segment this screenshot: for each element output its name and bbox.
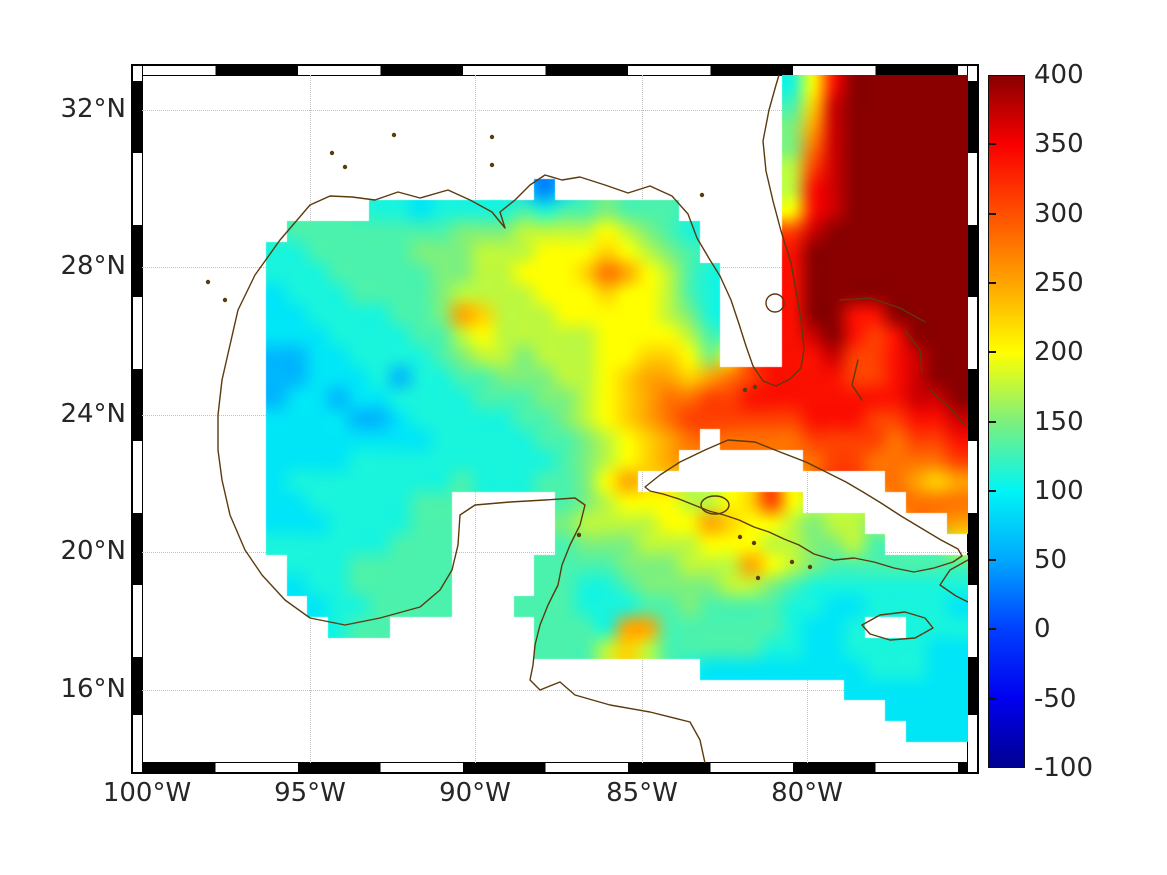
lat-tick-label: 32°N — [60, 94, 126, 124]
colorbar-tick-mark — [988, 559, 996, 562]
map-plot-area — [142, 75, 968, 763]
island-speck — [789, 559, 795, 565]
heatmap-canvas — [142, 75, 968, 763]
colorbar-tick-mark — [988, 281, 996, 284]
island-speck — [576, 532, 582, 538]
colorbar-tick-label: 350 — [1034, 129, 1084, 160]
isla-juventud — [700, 495, 730, 515]
lon-tick-label: 80°W — [771, 778, 843, 808]
lat-tick-label: 28°N — [60, 251, 126, 281]
island-speck — [489, 134, 495, 140]
island-speck — [755, 575, 761, 581]
colorbar-tick-mark — [988, 420, 996, 423]
mexico-central-america-coast — [217, 204, 706, 763]
lat-tick-label: 20°N — [60, 536, 126, 566]
island-speck — [391, 132, 397, 138]
island-speck — [807, 564, 813, 570]
colorbar-tick-mark — [988, 351, 996, 354]
bahamas-eleuthera — [904, 329, 923, 373]
hispaniola-coast — [939, 559, 968, 603]
bahamas-andros — [851, 359, 863, 401]
island-speck — [752, 384, 758, 390]
island-speck — [751, 540, 757, 546]
lake-okeechobee — [765, 293, 785, 313]
colorbar-tick-label: 150 — [1034, 406, 1084, 437]
bahamas-grand-abaco — [839, 297, 926, 323]
colorbar-tick-label: 200 — [1034, 337, 1084, 368]
frame-band-right — [967, 66, 977, 772]
lon-tick-label: 85°W — [606, 778, 678, 808]
island-speck — [699, 192, 705, 198]
colorbar-tick-label: 400 — [1034, 60, 1084, 90]
colorbar-tick-label: -50 — [1034, 683, 1077, 714]
island-speck — [342, 164, 348, 170]
colorbar-tick-label: 300 — [1034, 198, 1084, 229]
colorbar-tick-label: 50 — [1034, 545, 1068, 576]
lon-tick-label: 100°W — [102, 778, 192, 808]
us-gulf-florida-coast — [309, 75, 805, 387]
lat-tick-label: 24°N — [60, 399, 126, 429]
lon-tick-label: 95°W — [274, 778, 346, 808]
island-speck — [222, 297, 228, 303]
cuba-coast — [644, 439, 963, 573]
colorbar-tick-label: -100 — [1034, 753, 1094, 783]
colorbar-tick-label: 100 — [1034, 475, 1084, 506]
coastline-layer — [205, 75, 968, 763]
colorbar-tick-mark — [988, 489, 996, 492]
island-speck — [205, 279, 211, 285]
colorbar-tick-label: 0 — [1034, 614, 1051, 645]
island-speck — [489, 162, 495, 168]
bahamas-long-island — [929, 389, 966, 426]
colorbar-tick-mark — [988, 697, 996, 700]
colorbar-tick-mark — [988, 628, 996, 631]
colorbar-tick-mark — [988, 143, 996, 146]
jamaica-coast — [861, 611, 934, 641]
lat-tick-label: 16°N — [60, 674, 126, 704]
colorbar-tick-label: 250 — [1034, 267, 1084, 298]
island-speck — [329, 150, 335, 156]
lon-tick-label: 90°W — [439, 778, 511, 808]
island-speck — [737, 534, 743, 540]
colorbar-tick-mark — [988, 212, 996, 215]
island-speck — [742, 387, 748, 393]
frame-band-bottom — [133, 762, 977, 772]
